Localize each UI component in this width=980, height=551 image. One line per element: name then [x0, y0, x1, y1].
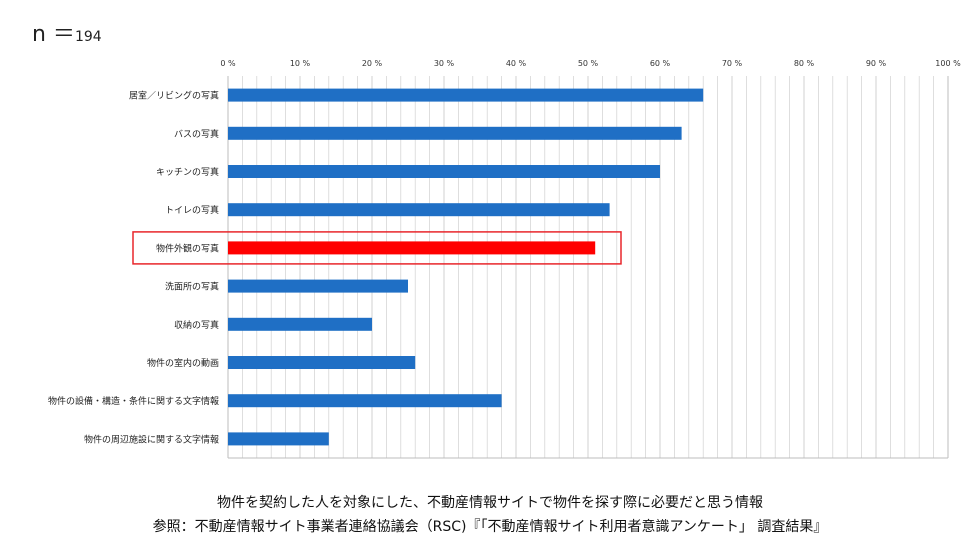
- bar: [228, 88, 704, 102]
- category-label: 収納の写真: [174, 319, 219, 331]
- category-label: バスの写真: [174, 128, 219, 140]
- category-label: トイレの写真: [165, 204, 219, 216]
- category-label: 物件の設備・構造・条件に関する文字情報: [48, 395, 219, 407]
- bar: [228, 317, 372, 331]
- x-tick-label: 0 %: [220, 59, 236, 68]
- x-tick-label: 80 %: [794, 59, 815, 68]
- x-tick-label: 10 %: [290, 59, 311, 68]
- bar: [228, 394, 502, 408]
- x-tick-label: 90 %: [866, 59, 887, 68]
- bar: [228, 165, 660, 178]
- highlight-box: [132, 231, 622, 265]
- category-label: 居室／リビングの写真: [129, 90, 219, 102]
- x-tick-label: 60 %: [650, 59, 671, 68]
- x-tick-label: 100 %: [935, 59, 961, 68]
- x-tick-label: 30 %: [434, 59, 455, 68]
- x-tick-label: 70 %: [722, 59, 743, 68]
- bar: [228, 126, 682, 140]
- category-label: 物件の室内の動画: [147, 357, 219, 369]
- category-label: 洗面所の写真: [165, 281, 219, 293]
- category-label: 物件外観の写真: [156, 242, 219, 254]
- sample-size-value: 194: [74, 29, 102, 45]
- bar: [228, 203, 610, 217]
- x-tick-label: 40 %: [506, 59, 527, 68]
- x-tick-label: 20 %: [362, 59, 383, 68]
- bar: [228, 241, 596, 255]
- chart-source: 参照：不動産情報サイト事業者連絡協議会（RSC)『「不動産情報サイト利用者意識ア…: [152, 519, 828, 535]
- bar: [228, 356, 416, 369]
- bar-chart: 0 % 10 % 20 % 30 % 40 % 50 % 60 % 70 % 80 % 90 % 1…: [48, 59, 961, 459]
- chart-caption: 物件を契約した人を対象にした、不動産情報サイトで物件を探す際に必要だと思う情報: [217, 495, 763, 511]
- x-tick-label: 50 %: [578, 59, 599, 68]
- bar: [228, 432, 329, 446]
- sample-size-prefix: n ＝: [32, 22, 75, 47]
- sample-size-label: n ＝194: [32, 22, 102, 50]
- category-label: 物件の周辺施設に関する文字情報: [84, 433, 219, 445]
- bar: [228, 279, 408, 293]
- category-label: キッチンの写真: [156, 166, 219, 178]
